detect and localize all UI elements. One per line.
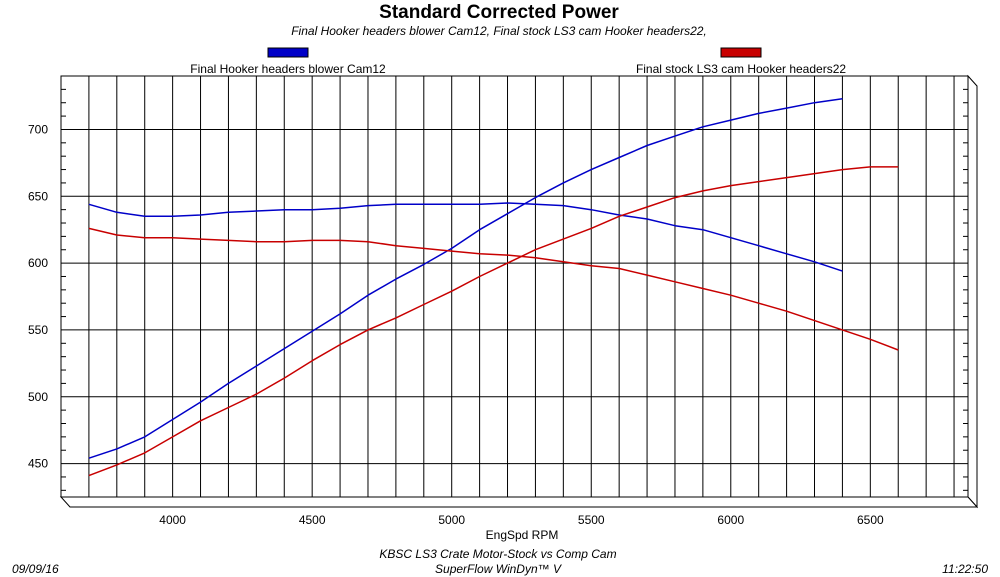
- x-tick-labels: 4000 4500 5000 5500 6000 6500: [159, 513, 884, 527]
- y-tick-labels: 450 500 550 600 650 700: [28, 122, 48, 470]
- chart-title: Standard Corrected Power: [379, 2, 619, 23]
- x-tick-label: 6000: [717, 513, 744, 527]
- y-tick-label: 450: [28, 457, 48, 471]
- y-tick-label: 550: [28, 323, 48, 337]
- plot-area: [60, 75, 969, 498]
- frame-side-bottom: [59, 496, 979, 508]
- x-tick-label: 4500: [299, 513, 326, 527]
- y-tick-label: 700: [28, 122, 48, 136]
- y-tick-label: 650: [28, 189, 48, 203]
- y-tick-label: 500: [28, 390, 48, 404]
- series-2-curve-2: [88, 227, 899, 351]
- legend-swatch-series-1: [267, 47, 309, 58]
- legend: Final Hooker headers blower Cam12 Final …: [190, 47, 846, 76]
- x-tick-label: 6500: [857, 513, 884, 527]
- series-1-curve-1: [88, 97, 843, 459]
- grid-x: [88, 76, 955, 497]
- footer-time: 11:22:50: [942, 562, 988, 576]
- footer-line-2: SuperFlow WinDyn™ V: [435, 562, 562, 576]
- x-tick-label: 4000: [159, 513, 186, 527]
- y-tick-label: 600: [28, 256, 48, 270]
- footer-date: 09/09/16: [12, 562, 59, 576]
- series-layer: [88, 97, 899, 477]
- series-1-curve-2: [88, 202, 843, 272]
- y-minor-ticks: [61, 75, 968, 491]
- legend-label-series-2: Final stock LS3 cam Hooker headers22: [636, 62, 846, 76]
- frame-side-right: [967, 74, 978, 509]
- chart-subtitle: Final Hooker headers blower Cam12, Final…: [291, 24, 707, 38]
- series-2-curve-1: [88, 166, 899, 477]
- x-axis-label: EngSpd RPM: [486, 528, 559, 542]
- x-tick-label: 5000: [438, 513, 465, 527]
- grid-y: [61, 128, 968, 465]
- footer-line-1: KBSC LS3 Crate Motor-Stock vs Comp Cam: [379, 547, 616, 561]
- legend-label-series-1: Final Hooker headers blower Cam12: [190, 62, 386, 76]
- legend-swatch-series-2: [720, 47, 762, 58]
- x-tick-label: 5500: [578, 513, 605, 527]
